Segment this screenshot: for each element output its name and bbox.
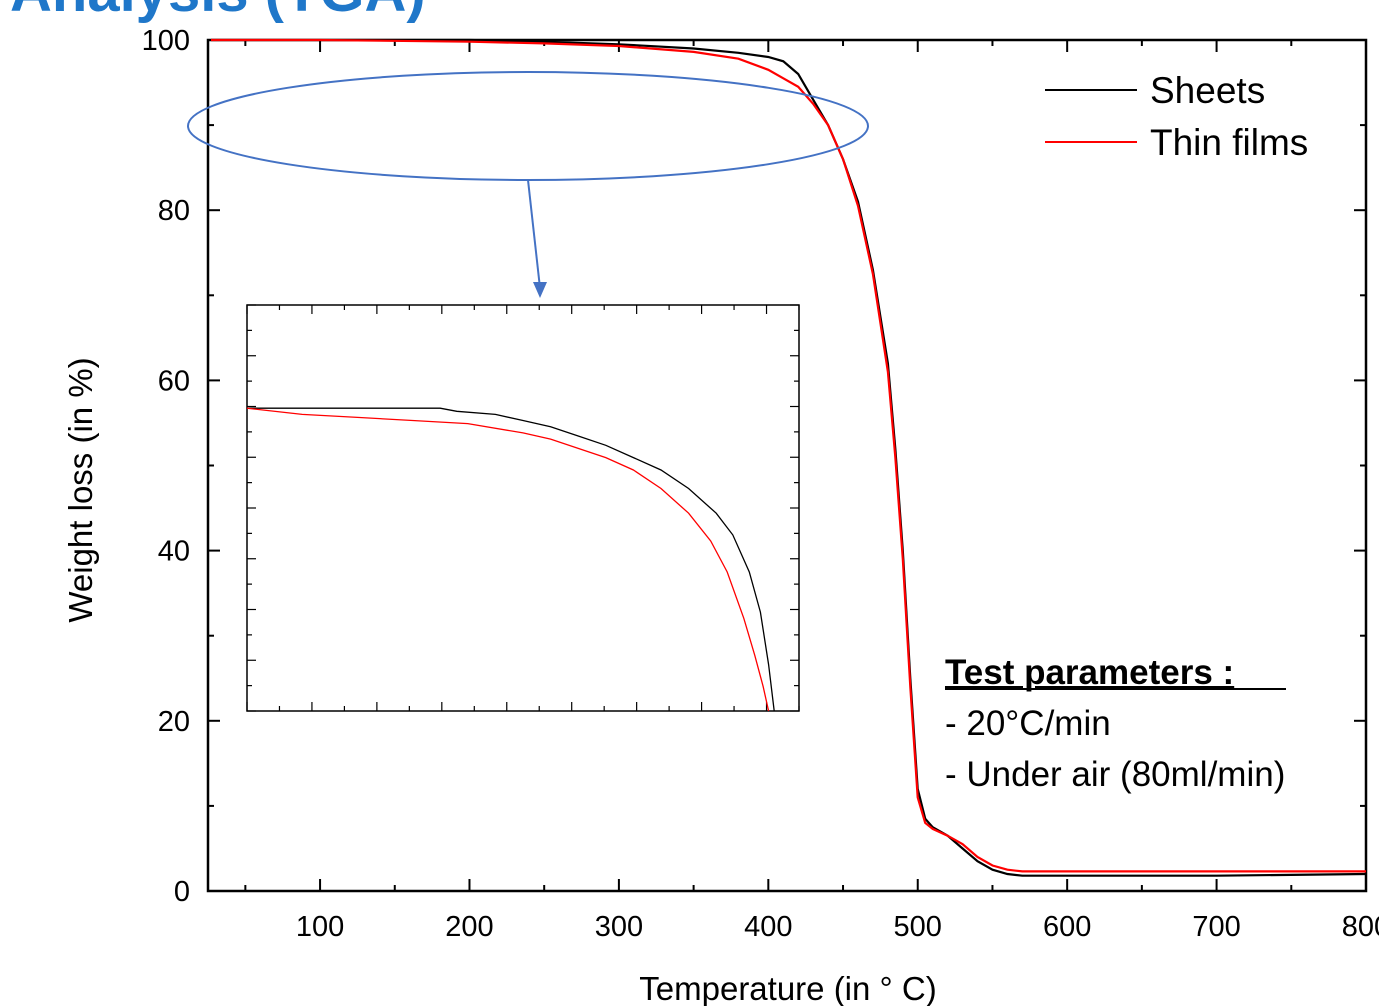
- y-tick-label: 100: [142, 25, 190, 57]
- x-tick-label: 200: [445, 911, 493, 943]
- params-line-rate: - 20°C/min: [945, 704, 1111, 743]
- x-tick-label: 100: [296, 911, 344, 943]
- x-tick-label: 400: [744, 911, 792, 943]
- series-line-thin-films: [211, 38, 1366, 873]
- inset-series-lines: [246, 407, 775, 712]
- x-tick-label: 500: [894, 911, 942, 943]
- y-tick-label: 0: [174, 876, 190, 908]
- zoom-annotation: [187, 71, 869, 298]
- zoom-ellipse: [187, 71, 869, 181]
- x-tick-label: 800: [1342, 911, 1379, 943]
- legend: Sheets Thin films: [1045, 70, 1308, 163]
- params-line-atmosphere: - Under air (80ml/min): [945, 755, 1285, 794]
- inset-plot: [246, 304, 800, 712]
- x-tick-label: 700: [1192, 911, 1240, 943]
- inset-ticks: [246, 304, 800, 712]
- y-tick-label: 60: [158, 365, 190, 397]
- y-axis-ticks: 0 20 40 60 80 100: [142, 25, 1366, 908]
- x-tick-label: 300: [595, 911, 643, 943]
- page-title: Analysis (TGA): [10, 0, 426, 25]
- inset-line-thin-films: [246, 407, 770, 712]
- test-parameters-annotation: Test parameters : - 20°C/min - Under air…: [945, 653, 1286, 794]
- main-plot-area: 100 200 300 400 500 600 700 800 0 20 40 60 80 100: [142, 25, 1379, 943]
- inset-frame: [246, 304, 800, 712]
- series-line-sheets: [211, 38, 1367, 877]
- zoom-arrow-head: [533, 282, 547, 298]
- y-axis-title: Weight loss (in %): [62, 357, 99, 622]
- inset-line-sheets: [247, 407, 775, 712]
- x-tick-label: 600: [1043, 911, 1091, 943]
- params-heading: Test parameters :: [945, 653, 1234, 692]
- y-tick-label: 40: [158, 536, 190, 568]
- x-axis-title: Temperature (in ° C): [639, 970, 936, 1006]
- legend-label-sheets: Sheets: [1150, 70, 1265, 111]
- y-tick-label: 20: [158, 706, 190, 738]
- y-tick-label: 80: [158, 195, 190, 227]
- series-lines: [211, 38, 1367, 877]
- x-axis-ticks: 100 200 300 400 500 600 700 800: [244, 40, 1379, 943]
- legend-label-thin-films: Thin films: [1150, 122, 1308, 163]
- zoom-arrow-line: [527, 179, 541, 289]
